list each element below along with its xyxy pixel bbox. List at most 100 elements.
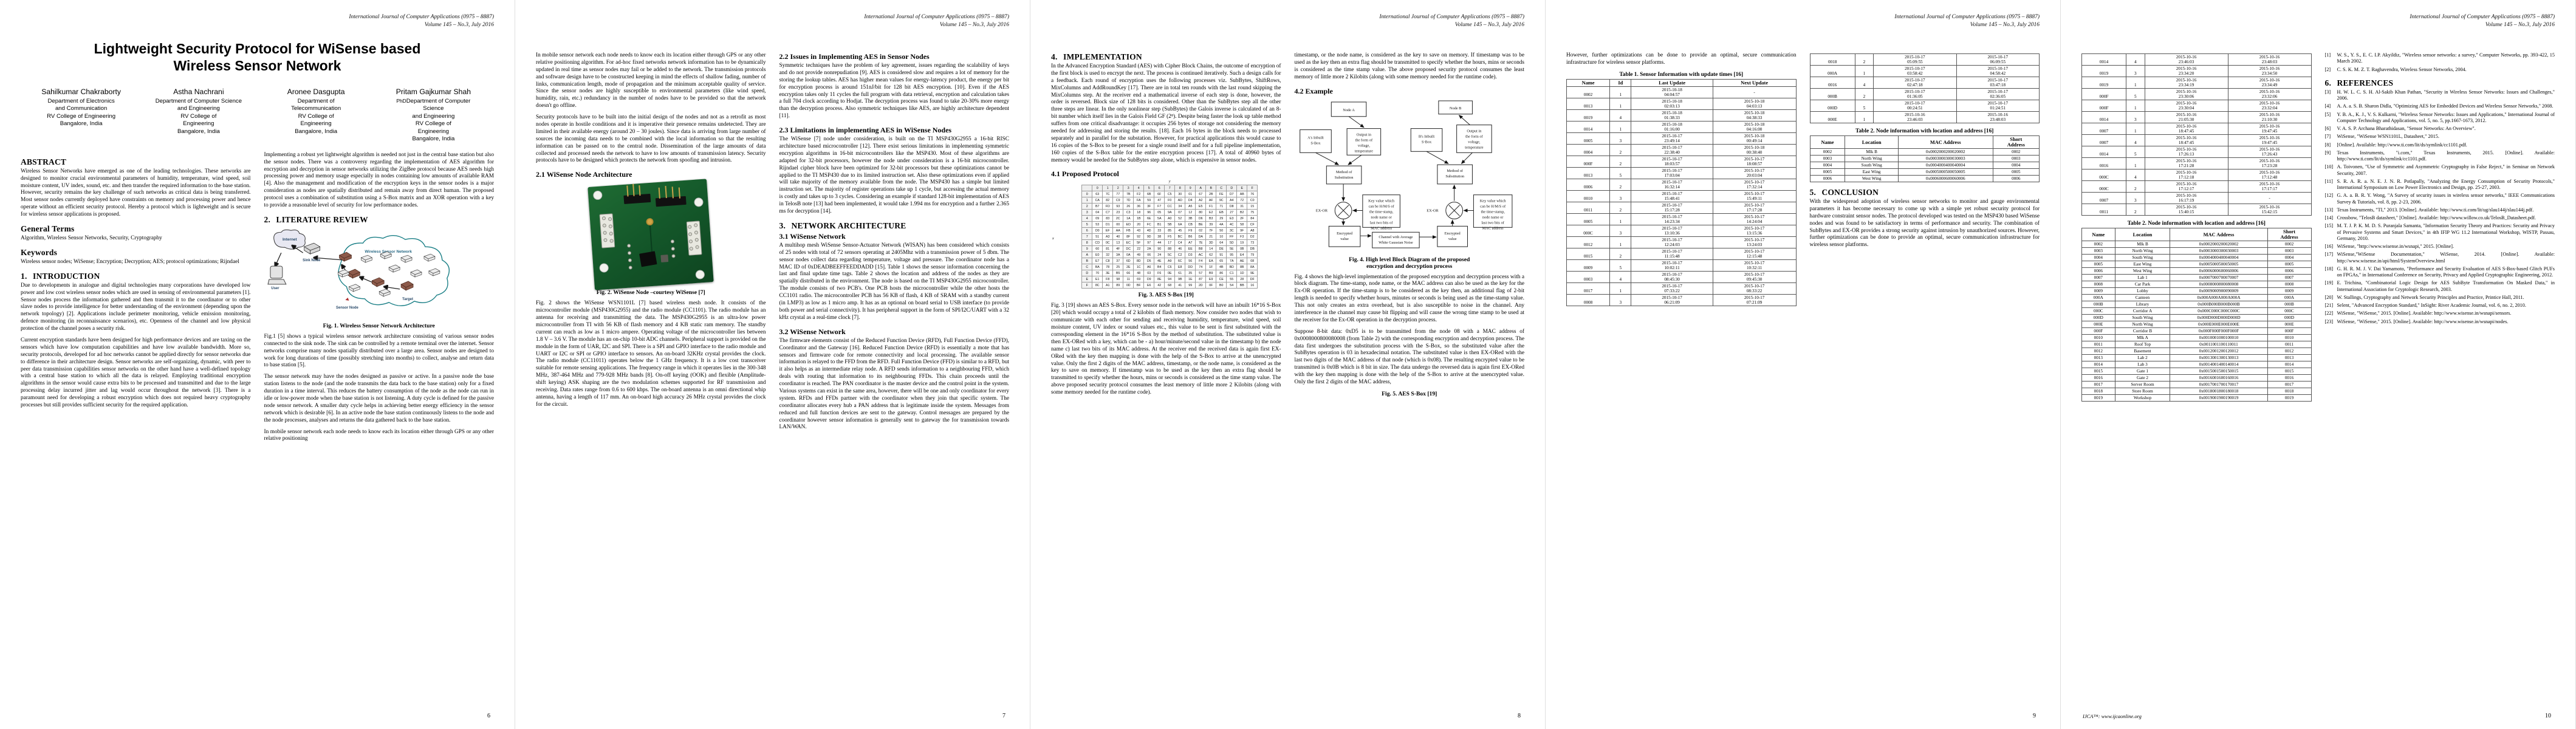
- table-cell: 0x0009000900090009: [2170, 287, 2268, 295]
- table-cell: Lab 1: [2114, 274, 2171, 281]
- table-row: 0006 West Wing 0x0006000600060006 0006: [1809, 175, 2040, 182]
- sbox-cell: C1: [1226, 270, 1238, 277]
- sbox-cell: 32: [1102, 252, 1114, 259]
- table-cell: 2015-10-17 02:47:18: [1873, 77, 1957, 89]
- reference-number: [19]: [2324, 280, 2334, 286]
- journal-name: International Journal of Computer Applic…: [1379, 14, 1524, 20]
- table-cell: 0014: [1566, 120, 1611, 133]
- sbox-cell: 95: [1226, 252, 1238, 259]
- sbox-cell: B8: [1195, 245, 1207, 253]
- table-row: 0014 3 2015-10-16 21:05:30 2015-10-16 21:10…: [2081, 111, 2312, 123]
- section-6-heading: 6. REFERENCES: [2324, 78, 2394, 87]
- table-cell: West Wing: [2114, 267, 2171, 275]
- sbox-cell: 5F: [1133, 239, 1145, 247]
- fig1-label-sink: Sink Node: [303, 259, 321, 262]
- running-header: International Journal of Computer Applic…: [21, 13, 494, 29]
- page-number: 7: [1002, 713, 1005, 719]
- table-cell: 0007: [2081, 192, 2127, 204]
- table-cell: 0x0002000200020002: [1897, 148, 1993, 156]
- sbox-cell: 06: [1143, 252, 1155, 259]
- sbox-row: B E7 C8 37 6D 8D D5 4E A9 6C 56 F4 EA 65 7A AE 08: [1081, 258, 1258, 265]
- table-cell: 0019: [2081, 77, 2127, 89]
- table-cell: 0x0017001700170017: [2170, 381, 2268, 388]
- sbox-cell: 5C: [1164, 252, 1176, 259]
- sbox-cell: F9: [1185, 227, 1196, 234]
- table-cell: 2015-10-17 08:33:22: [1712, 282, 1797, 295]
- sbox-cell: 8F: [1123, 233, 1134, 241]
- table-cell: 0011: [2081, 204, 2127, 216]
- table-cell: 0x0006000600060006: [1897, 175, 1993, 182]
- sbox-cell: F4: [1195, 258, 1207, 265]
- sbox-cell: 16: [1247, 282, 1258, 289]
- sbox-cell: EE: [1185, 245, 1196, 253]
- reference-item: [13] Texas Instruments, "TI," 2013. [Onli…: [2325, 207, 2555, 213]
- table-row: 0002 1 2015-10-18 04:04:57-: [1566, 86, 1797, 98]
- sbox-cell: 3B: [1185, 215, 1196, 222]
- section-2-2-p1: Symmetric techniques have the problem of…: [779, 63, 1010, 120]
- table-cell: 2015-10-18 04:38:33: [1712, 109, 1797, 122]
- table-cell: 0014: [2081, 53, 2127, 66]
- table-cell: 2015-10-17 11:15:48: [1631, 247, 1713, 260]
- author-list: Sahilkumar Chakraborty Department of Elec…: [24, 87, 490, 143]
- sbox-cell: 04: [1092, 209, 1103, 216]
- table-cell: 2015-10-16 19:47:45: [2227, 123, 2312, 135]
- sbox-cell: F1: [1205, 203, 1217, 210]
- sbox-cell: 49: [1133, 252, 1145, 259]
- sbox-cell: D2: [1247, 233, 1258, 241]
- sbox-cell: 18: [1133, 209, 1145, 216]
- table-cell: 2015-10-16 15:42:15: [2227, 204, 2312, 216]
- sbox-cell: 30: [1174, 191, 1186, 198]
- sbox-cell: 91: [1216, 252, 1227, 259]
- section-4-p1: In the Advanced Encryption Standard (AES…: [1051, 63, 1281, 163]
- fig4-node-a-label: Node A: [1343, 108, 1355, 112]
- sbox-cell: 56: [1185, 258, 1196, 265]
- figure-1-wsn-architecture: Internet Wireless Sensor Network: [264, 228, 495, 320]
- sbox-cell: CE: [1216, 276, 1227, 283]
- sbox-cell: 67: [1195, 191, 1207, 198]
- sbox-cell: 10: [1216, 233, 1227, 241]
- fig1-label-user: User: [271, 287, 279, 290]
- table-cell: 2: [1854, 53, 1874, 66]
- section-2-p3-start: In mobile sensor network each node needs…: [264, 428, 495, 442]
- sbox-cell: 2A: [1143, 245, 1155, 253]
- table-cell: 5: [2126, 146, 2145, 158]
- table-row: 000C 3 2015-10-17 13:10:36 2015-10-17 13:15…: [1566, 224, 1797, 237]
- table-cell: 0007: [2081, 134, 2127, 146]
- figure-4-caption: Fig. 4. High level Block Diagram of the …: [1349, 256, 1470, 270]
- sbox-cell: 51: [1092, 233, 1103, 241]
- table-row: 0010 3 2015-10-17 15:48:41 2015-10-17 15:49…: [1566, 190, 1797, 202]
- reference-item: [14] Crossbow, "TelosB datasheet," [Onlin…: [2325, 215, 2555, 221]
- svg-text:the form of: the form of: [1355, 138, 1372, 142]
- sbox-row-header: 2: [1081, 203, 1093, 210]
- svg-text:Channel with Average: Channel with Average: [1379, 235, 1413, 239]
- table-cell: Gate 1: [2114, 368, 2171, 375]
- sbox-cell: 1E: [1185, 276, 1196, 283]
- sbox-cell: 11: [1123, 276, 1134, 283]
- sbox-cell: D3: [1185, 252, 1196, 259]
- sbox-cell: 1F: [1205, 264, 1217, 271]
- column-right: 0018 2 2015-10-17 05:09:55 2015-10-17 06:09…: [1809, 52, 2040, 310]
- sbox-y-axis-label: y: [1168, 180, 1171, 184]
- table-cell: 000E: [2081, 321, 2115, 328]
- fig1-label-sensor: Sensor Node: [336, 306, 358, 310]
- sbox-cell: CA: [1092, 197, 1103, 204]
- table-cell: 2015-10-17 06:21:09: [1631, 293, 1713, 306]
- table-cell: 0013: [1566, 166, 1611, 179]
- sbox-cell: 54: [1226, 282, 1238, 289]
- journal-name: International Journal of Computer Applic…: [1894, 14, 2040, 20]
- sbox-cell: 68: [1164, 282, 1176, 289]
- reference-text: W. Stallings, Cryptography and Network S…: [2337, 294, 2524, 300]
- table-cell: 0003: [1566, 270, 1611, 283]
- table-cell: 000F: [2081, 88, 2127, 100]
- table-cell: 2: [2126, 204, 2145, 216]
- author-block: Sahilkumar Chakraborty Department of Elec…: [24, 87, 138, 143]
- svg-text:Key value which: Key value which: [1368, 199, 1395, 203]
- page-5-columns: 0014 4 2015-10-16 23:46:03 2015-10-16 23:48…: [2081, 52, 2555, 405]
- sbox-cell: 20: [1133, 221, 1145, 228]
- reference-text: Crossbow, "TelosB datasheet," [Online]. …: [2337, 215, 2536, 221]
- table-row: 0003 North Wing 0x0003000300030003 0003: [2081, 247, 2312, 255]
- table-cell: 2015-10-16 18:47:45: [2144, 134, 2228, 146]
- table-2-header-cell: Short Address: [2267, 228, 2312, 241]
- table-cell: 3: [1609, 190, 1632, 202]
- reference-item: [9] Texas Instruments, "i.com," Texas Ins…: [2325, 150, 2555, 163]
